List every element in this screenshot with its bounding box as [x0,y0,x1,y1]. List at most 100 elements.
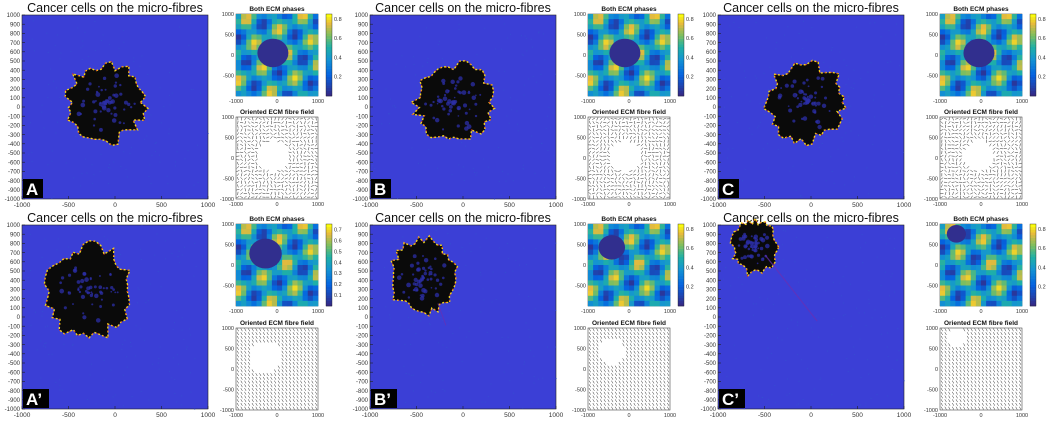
cluster-speckle [423,257,429,263]
colorbar-segment [326,35,332,39]
fibre-segment [626,191,629,195]
phase-cell [593,80,599,87]
fibre-segment [604,169,606,173]
fibre-segment [292,406,295,410]
field-texture-dot [388,123,390,125]
fibre-segment [308,184,310,188]
field-texture-dot [437,342,439,344]
phase-cell [659,259,666,266]
field-texture-dot [893,133,895,135]
fibre-segment [614,335,617,339]
field-texture-dot [176,354,178,356]
field-texture-dot [206,130,208,132]
fibre-segment [262,328,265,332]
field-texture-dot [852,180,854,182]
colorbar-segment [326,74,332,78]
fibre-segment [251,406,254,410]
phase-cell [664,270,671,276]
cluster-speckle [441,276,445,280]
fibre-segment [959,188,962,192]
fibre-segment [641,117,643,121]
fibre-segment [244,132,247,136]
phase-cell [287,295,293,302]
colorbar-segment [678,57,684,61]
fibre-segment [248,339,251,343]
fibre-segment [315,380,318,384]
fibre-segment [603,391,606,395]
fibre-segment [663,184,666,188]
field-texture-dot [484,401,486,403]
phase-cell [312,300,319,307]
inset-x-tick-label: -1000 [229,309,243,315]
fibre-segment [239,166,244,168]
phase-cell [236,39,242,46]
fibre-segment [978,191,980,196]
fibre-segment [588,185,592,187]
cluster-speckle [784,83,789,88]
field-texture-dot [777,149,779,151]
field-texture-dot [532,46,534,48]
phase-cell [236,224,242,230]
field-texture-dot [56,121,58,123]
phase-cell [302,90,309,97]
phase-cell [256,70,262,76]
fibre-segment [644,350,647,354]
phase-cell [970,85,977,92]
phase-cell [266,290,273,297]
phase-cell [588,24,594,30]
fibre-segment [308,147,310,151]
phase-cell [246,85,252,92]
fibre-segment [944,154,947,158]
fibre-segment [281,339,284,343]
fibre-segment [237,176,239,181]
fibre-segment [600,339,603,343]
fibre-segment [236,365,239,369]
fibre-segment [281,192,284,195]
fibre-segment [251,185,255,187]
fibre-segment [289,358,292,362]
field-texture-dot [555,309,557,311]
fibre-segment [236,350,239,354]
phase-cell [639,55,645,61]
fibre-segment [611,373,614,377]
phase-cell [996,60,1002,66]
field-texture-dot [413,191,415,193]
fibre-segment [254,129,259,131]
cluster-speckle [441,128,445,131]
fibre-segment [255,339,258,343]
phase-cell [292,265,298,271]
fibre-segment [663,158,666,162]
colorbar-segment [1030,68,1036,72]
fibre-segment [637,328,640,332]
y-tick-label: 800 [10,32,21,38]
fibre-segment [259,121,262,124]
colorbar-segment [326,275,332,279]
field-texture-dot [187,150,189,152]
fibre-segment [262,395,265,399]
colorbar-segment [326,262,332,266]
field-texture-dot [418,162,420,164]
fibre-segment [303,358,306,362]
y-tick-label: -900 [356,398,369,404]
fibre-segment [659,343,662,347]
fibre-segment [274,391,277,395]
field-texture-dot [767,167,769,169]
phase-cell [618,259,625,266]
field-texture-dot [154,142,156,144]
field-texture-dot [160,122,162,124]
fibre-segment [284,173,288,176]
phase-cell [659,290,666,297]
fibre-segment [591,144,596,146]
fibre-segment [641,195,643,199]
field-x-tick-label: 1000 [1016,202,1028,208]
fibre-segment [981,169,985,173]
phase-cell [654,254,661,261]
cluster-speckle [442,107,446,111]
fibre-segment [255,406,258,410]
field-texture-dot [176,401,178,403]
fibre-segment [277,380,280,384]
phase-cell [277,65,283,71]
colorbar-segment [326,265,332,269]
fibre-segment [637,173,640,177]
fibre-segment [311,369,314,373]
